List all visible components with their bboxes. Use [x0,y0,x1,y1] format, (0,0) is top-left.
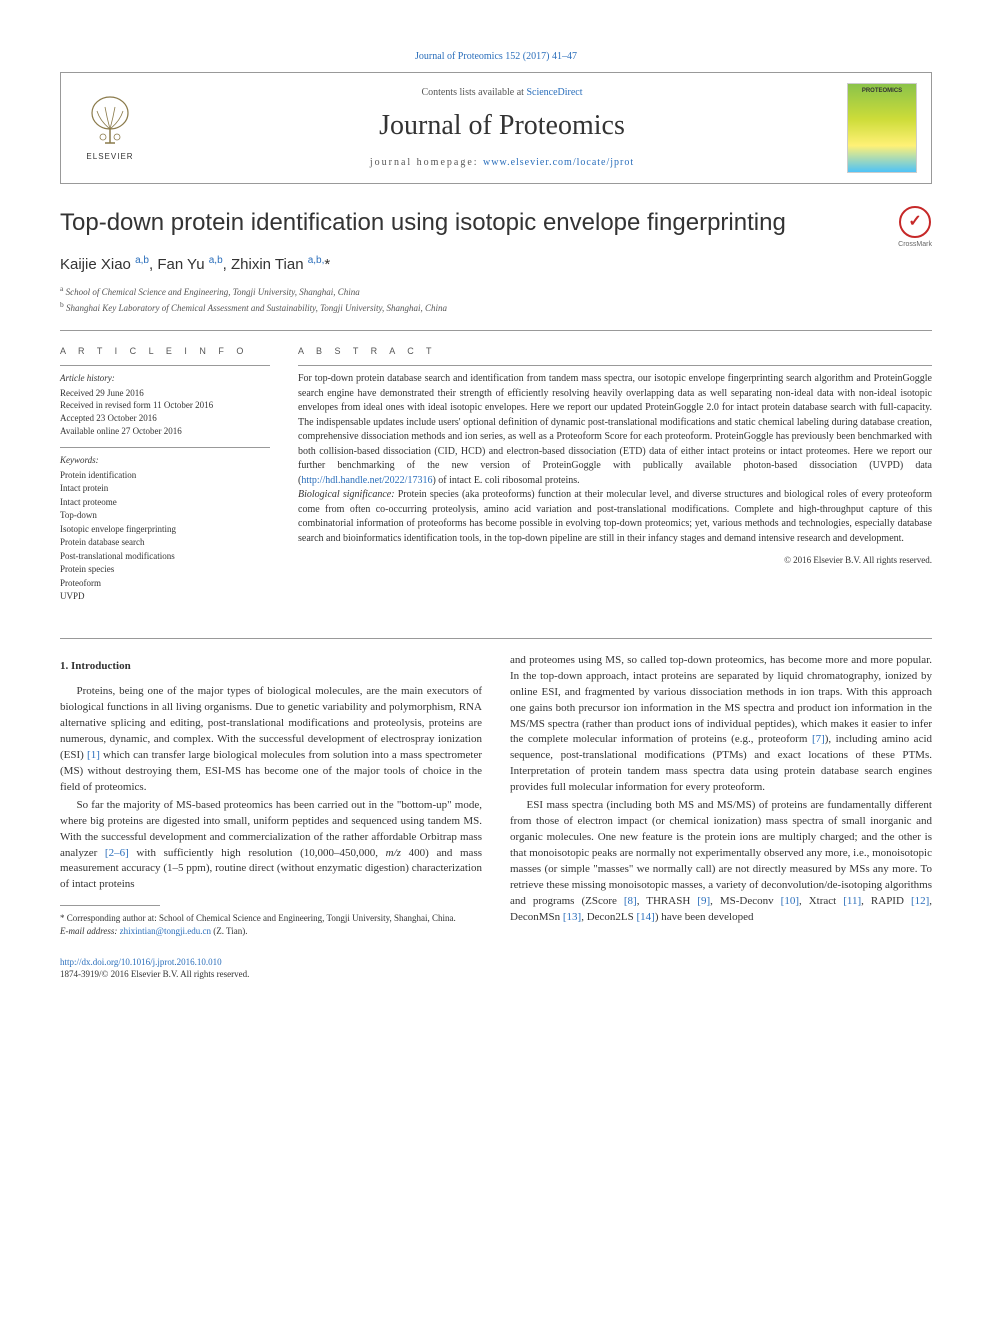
affil-a-sup: a [60,284,63,293]
crossmark-badge[interactable]: ✓ CrossMark [898,206,932,250]
affil-b-sup: b [60,300,64,309]
section-1-heading: 1. Introduction [60,659,482,674]
keyword: UVPD [60,590,270,604]
body-left-column: 1. Introduction Proteins, being one of t… [60,653,482,938]
abstract-column: A B S T R A C T For top-down protein dat… [298,345,932,614]
affiliations: a School of Chemical Science and Enginee… [60,283,932,316]
sciencedirect-link[interactable]: ScienceDirect [526,87,582,98]
affil-b: Shanghai Key Laboratory of Chemical Asse… [66,303,447,313]
ref-9[interactable]: [9] [697,895,710,907]
ref-11[interactable]: [11] [843,895,861,907]
body-para: ESI mass spectra (including both MS and … [510,798,932,926]
keyword: Proteoform [60,577,270,591]
footnote-rule [60,905,160,906]
corresponding-footnote: * Corresponding author at: School of Che… [60,912,482,937]
contents-line: Contents lists available at ScienceDirec… [157,86,847,100]
homepage-prefix: journal homepage: [370,157,483,168]
history-received: Received 29 June 2016 [60,387,270,400]
journal-citation-link[interactable]: Journal of Proteomics 152 (2017) 41–47 [415,51,577,62]
article-title: Top-down protein identification using is… [60,206,888,240]
rule-top [60,330,932,331]
keyword: Top-down [60,509,270,523]
page-footer: http://dx.doi.org/10.1016/j.jprot.2016.1… [60,956,932,981]
author-3: Zhixin Tian [231,256,304,273]
keywords-label: Keywords: [60,454,270,467]
journal-cover-thumb [847,83,917,173]
abstract-copyright: © 2016 Elsevier B.V. All rights reserved… [298,554,932,567]
abstract-para1-tail: ) of intact E. coli ribosomal proteins. [432,475,579,486]
author-1-affil: a,b [135,255,149,266]
body-right-column: and proteomes using MS, so called top-do… [510,653,932,938]
ref-7[interactable]: [7] [812,733,825,745]
homepage-link[interactable]: www.elsevier.com/locate/jprot [483,157,634,168]
keyword: Protein database search [60,536,270,550]
email-label: E-mail address: [60,926,117,936]
keyword: Protein identification [60,469,270,483]
email-tail: (Z. Tian). [211,926,248,936]
abstract-text: For top-down protein database search and… [298,365,932,567]
ref-8[interactable]: [8] [624,895,637,907]
author-1: Kaijie Xiao [60,256,131,273]
ref-10[interactable]: [10] [781,895,799,907]
publisher-logo: ELSEVIER [75,88,145,168]
authors: Kaijie Xiao a,b, Fan Yu a,b, Zhixin Tian… [60,254,932,275]
keyword: Post-translational modifications [60,550,270,564]
journal-citation: Journal of Proteomics 152 (2017) 41–47 [60,50,932,64]
ref-1[interactable]: [1] [87,749,100,761]
keyword: Protein species [60,563,270,577]
journal-header: ELSEVIER Contents lists available at Sci… [60,72,932,184]
keyword: Isotopic envelope fingerprinting [60,523,270,537]
elsevier-tree-icon [85,93,135,148]
ref-14[interactable]: [14] [636,911,654,923]
issn-copyright: 1874-3919/© 2016 Elsevier B.V. All right… [60,968,932,981]
history-label: Article history: [60,372,270,385]
body-columns: 1. Introduction Proteins, being one of t… [60,653,932,938]
history-accepted: Accepted 23 October 2016 [60,412,270,425]
body-para: So far the majority of MS-based proteomi… [60,798,482,894]
history-revised: Received in revised form 11 October 2016 [60,399,270,412]
body-para: Proteins, being one of the major types o… [60,684,482,796]
article-info-heading: A R T I C L E I N F O [60,345,270,358]
corresponding-mark: * [324,256,330,273]
author-2-affil: a,b [209,255,223,266]
journal-name: Journal of Proteomics [157,106,847,145]
ref-13[interactable]: [13] [563,911,581,923]
keyword: Intact proteome [60,496,270,510]
corr-author-note: * Corresponding author at: School of Che… [60,912,482,925]
homepage-line: journal homepage: www.elsevier.com/locat… [157,156,847,170]
keywords-block: Keywords: Protein identification Intact … [60,447,270,604]
keyword: Intact protein [60,482,270,496]
author-2: Fan Yu [157,256,204,273]
crossmark-icon: ✓ [899,206,931,238]
abstract-para1: For top-down protein database search and… [298,373,932,486]
doi-link[interactable]: http://dx.doi.org/10.1016/j.jprot.2016.1… [60,957,222,967]
abstract-data-link[interactable]: http://hdl.handle.net/2022/17316 [301,475,432,486]
rule-mid [60,638,932,639]
author-3-affil: a,b, [308,255,325,266]
article-info-column: A R T I C L E I N F O Article history: R… [60,345,270,614]
publisher-name: ELSEVIER [86,151,133,162]
ref-2-6[interactable]: [2–6] [105,847,129,859]
affil-a: School of Chemical Science and Engineeri… [66,287,360,297]
corr-email-link[interactable]: zhixintian@tongji.edu.cn [120,926,211,936]
crossmark-label: CrossMark [898,240,932,250]
abstract-heading: A B S T R A C T [298,345,932,358]
article-history: Article history: Received 29 June 2016 R… [60,365,270,437]
biological-significance-label: Biological significance: [298,489,395,500]
history-online: Available online 27 October 2016 [60,425,270,438]
contents-prefix: Contents lists available at [421,87,526,98]
ref-12[interactable]: [12] [911,895,929,907]
body-para: and proteomes using MS, so called top-do… [510,653,932,796]
